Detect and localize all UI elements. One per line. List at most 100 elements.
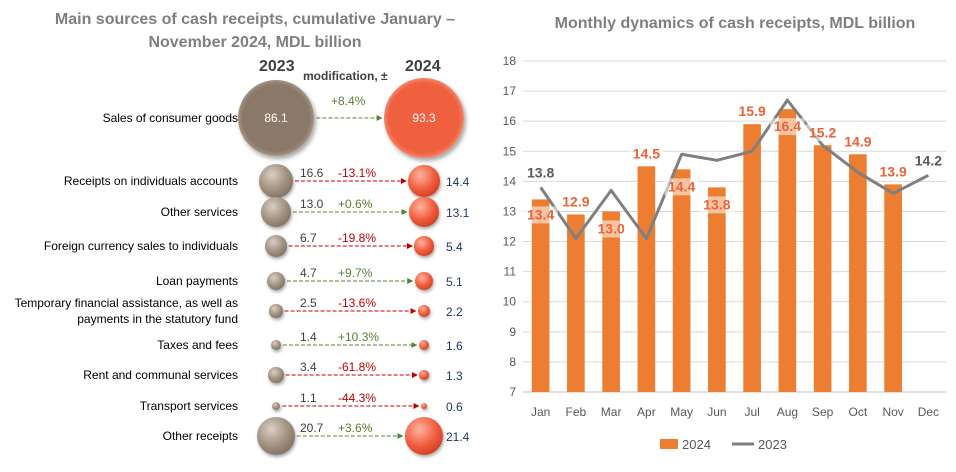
value-2023: 20.7 (300, 421, 324, 435)
change-percent: -19.8% (338, 231, 377, 245)
category-label: Other receipts (162, 429, 238, 443)
value-2024: 14.4 (446, 175, 470, 189)
bubble-2024 (420, 402, 428, 410)
value-2024: 93.3 (412, 111, 436, 125)
value-2024: 0.6 (446, 400, 463, 414)
bubble-2023 (268, 367, 284, 383)
bubble-2023 (257, 417, 295, 455)
legend-label-2023: 2023 (758, 437, 787, 452)
right-chart-title: Monthly dynamics of cash receipts, MDL b… (554, 15, 916, 32)
data-label-bg (805, 124, 840, 142)
monthly-chart-panel: Monthly dynamics of cash receipts, MDL b… (490, 0, 956, 472)
bubble-2024 (404, 416, 444, 456)
value-2023: 3.4 (300, 360, 317, 374)
data-label-bg (558, 193, 594, 211)
cash-sources-panel: Main sources of cash receipts, cumulativ… (14, 11, 470, 456)
value-2024: 5.4 (446, 240, 463, 254)
change-percent: -13.6% (338, 296, 377, 310)
value-2024: 21.4 (446, 430, 470, 444)
bubble-2024 (384, 78, 464, 158)
bubble-2024 (417, 304, 431, 318)
data-label-bg (664, 178, 699, 196)
bubble-2023 (265, 235, 287, 257)
y-tick-label: 13 (503, 204, 517, 218)
value-2024: 13.1 (446, 206, 470, 220)
modification-header: modification, ± (303, 69, 388, 83)
change-percent: -13.1% (338, 166, 377, 180)
value-2023: 2.5 (300, 296, 317, 310)
arrow-layer (282, 115, 420, 439)
bar-2024 (637, 166, 656, 392)
bar-2024 (884, 184, 902, 392)
line-2023 (539, 98, 930, 241)
x-tick-label: Mar (601, 405, 622, 419)
change-percent: +3.6% (338, 421, 373, 435)
y-tick-label: 14 (503, 174, 517, 188)
category-label: Receipts on individuals accounts (63, 174, 238, 188)
data-label-2024: 15.9 (739, 103, 766, 119)
category-label: Sales of consumer goods (102, 111, 238, 125)
bar-2024 (743, 124, 761, 392)
value-2023: 16.6 (300, 166, 324, 180)
category-label: Foreign currency sales to individuals (43, 239, 238, 253)
data-label-bg (875, 163, 911, 181)
bubble-2024 (414, 271, 434, 291)
y-tick-label: 8 (509, 355, 516, 369)
x-tick-label: Oct (849, 405, 868, 419)
x-tick-label: Jul (744, 405, 759, 419)
change-percent: -44.3% (338, 391, 377, 405)
data-label-2024: 13.4 (527, 206, 554, 222)
x-tick-label: Sep (812, 405, 834, 419)
x-tick-label: Jan (531, 405, 550, 419)
value-2023: 13.0 (300, 197, 324, 211)
change-percent: +8.4% (331, 94, 366, 108)
value-2024: 2.2 (446, 305, 463, 319)
x-tick-label: Jun (707, 405, 726, 419)
data-label-2024: 14.5 (633, 145, 660, 161)
y-tick-label: 17 (503, 84, 517, 98)
category-label: Loan payments (155, 274, 238, 288)
data-label-2023: 13.8 (527, 164, 554, 180)
bar-2024 (531, 199, 550, 392)
bar-2024 (602, 211, 620, 392)
data-label-bg (699, 196, 735, 214)
bar-2024 (778, 109, 797, 393)
bubble-2023 (259, 164, 293, 198)
y-tick-label: 15 (503, 144, 517, 158)
data-label-2024: 13.9 (880, 163, 907, 179)
change-percent: +0.6% (338, 197, 373, 211)
category-label: Rent and communal services (83, 368, 238, 382)
change-percent: +10.3% (338, 330, 380, 344)
category-label: Temporary financial assistance, as well … (14, 296, 238, 326)
bubble-2024 (419, 370, 429, 380)
x-tick-label: May (670, 405, 693, 419)
value-2023: 4.7 (300, 266, 317, 280)
data-label-2024: 14.4 (668, 178, 695, 194)
x-tick-label: Feb (566, 405, 587, 419)
data-label-2024: 14.9 (844, 133, 871, 149)
value-2024: 5.1 (446, 275, 463, 289)
data-label-2024: 16.4 (774, 118, 801, 134)
bubble-2024 (418, 339, 430, 351)
data-label-bg (840, 133, 876, 151)
category-label: Transport services (139, 399, 238, 413)
value-2023: 6.7 (300, 231, 317, 245)
y-tick-label: 18 (503, 54, 517, 68)
column-header-2023: 2023 (259, 58, 295, 75)
bar-2024 (708, 187, 726, 392)
x-tick-label: Dec (918, 405, 939, 419)
data-label-2024: 15.2 (809, 124, 836, 140)
y-tick-label: 10 (503, 295, 517, 309)
x-tick-label: Apr (637, 405, 656, 419)
bubble-2023 (271, 340, 281, 350)
left-chart-title: Main sources of cash receipts, cumulativ… (54, 11, 456, 51)
value-2023: 86.1 (264, 111, 288, 125)
value-2023: 1.4 (300, 330, 317, 344)
data-label-bg (593, 220, 629, 238)
change-percent: +9.7% (338, 266, 373, 280)
bar-2024 (849, 154, 867, 392)
y-tick-label: 16 (503, 114, 517, 128)
category-label: Taxes and fees (157, 338, 238, 352)
bubble-2024 (409, 197, 439, 227)
bubble-2023 (237, 79, 315, 157)
